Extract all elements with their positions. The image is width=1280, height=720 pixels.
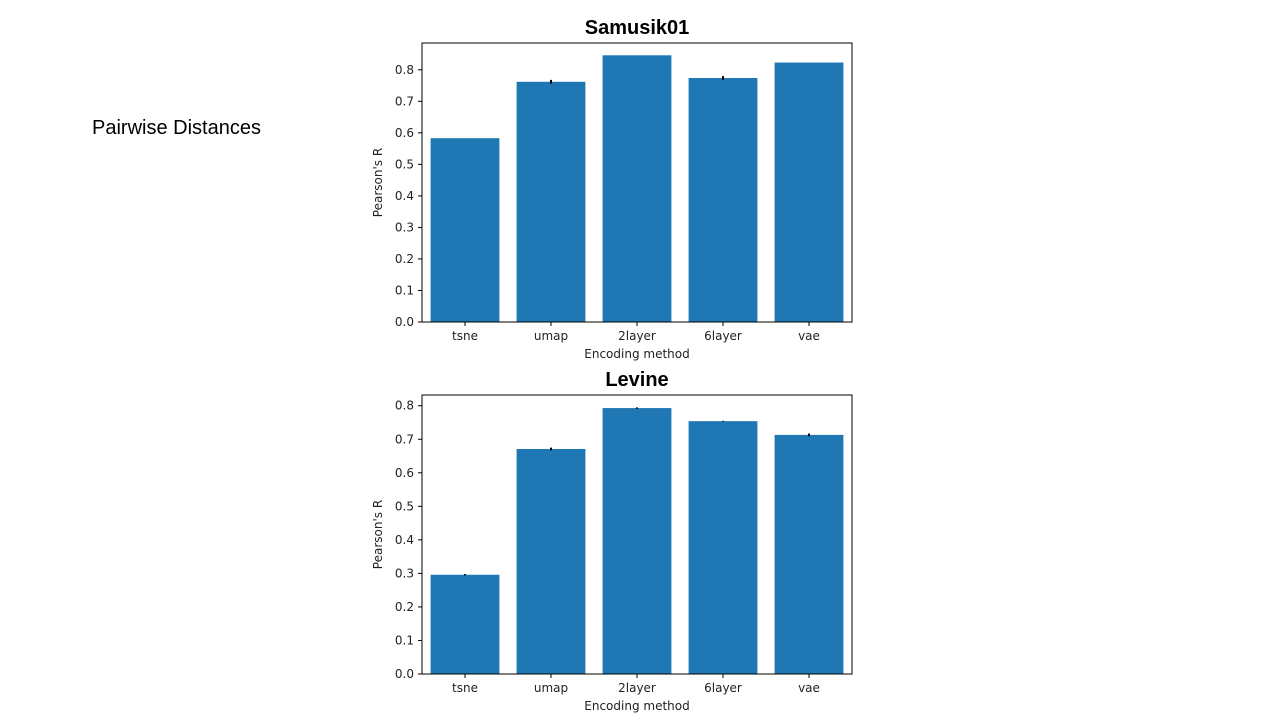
x-tick-label: umap xyxy=(534,329,568,343)
y-tick-label: 0.2 xyxy=(395,600,414,614)
slide-side-label: Pairwise Distances xyxy=(92,117,261,139)
bar-umap xyxy=(516,81,586,322)
y-tick-label: 0.5 xyxy=(395,499,414,513)
y-axis-label: Pearson's R xyxy=(371,148,385,217)
bar-2layer xyxy=(602,408,672,674)
x-tick-label: tsne xyxy=(452,681,478,695)
y-tick-label: 0.8 xyxy=(395,399,414,413)
y-tick-label: 0.6 xyxy=(395,466,414,480)
x-tick-label: vae xyxy=(798,681,820,695)
y-tick-label: 0.0 xyxy=(395,315,414,329)
y-tick-label: 0.4 xyxy=(395,533,414,547)
x-tick-label: 6layer xyxy=(704,329,742,343)
y-tick-label: 0.8 xyxy=(395,63,414,77)
bar-tsne xyxy=(430,138,500,322)
bar-umap xyxy=(516,448,586,674)
bar-tsne xyxy=(430,574,500,674)
chart-title: Samusik01 xyxy=(585,17,690,39)
x-tick-label: 6layer xyxy=(704,681,742,695)
y-tick-label: 0.3 xyxy=(395,220,414,234)
bar-6layer xyxy=(688,77,758,322)
y-tick-label: 0.4 xyxy=(395,189,414,203)
y-axis-label: Pearson's R xyxy=(371,500,385,569)
bar-6layer xyxy=(688,421,758,674)
bar-vae xyxy=(774,62,844,322)
y-tick-label: 0.3 xyxy=(395,566,414,580)
x-tick-label: 2layer xyxy=(618,681,656,695)
x-axis-label: Encoding method xyxy=(584,699,689,713)
y-tick-label: 0.1 xyxy=(395,633,414,647)
axes-frame xyxy=(421,394,853,675)
y-tick-label: 0.5 xyxy=(395,157,414,171)
x-tick-label: umap xyxy=(534,681,568,695)
x-tick-label: 2layer xyxy=(618,329,656,343)
y-tick-label: 0.7 xyxy=(395,94,414,108)
bar-2layer xyxy=(602,55,672,322)
x-tick-label: tsne xyxy=(452,329,478,343)
y-tick-label: 0.1 xyxy=(395,283,414,297)
x-tick-label: vae xyxy=(798,329,820,343)
y-tick-label: 0.7 xyxy=(395,432,414,446)
chart-title: Levine xyxy=(605,369,668,391)
x-axis-label: Encoding method xyxy=(584,347,689,361)
y-tick-label: 0.0 xyxy=(395,667,414,681)
y-tick-label: 0.6 xyxy=(395,126,414,140)
axes-frame xyxy=(421,42,853,323)
y-tick-label: 0.2 xyxy=(395,252,414,266)
bar-vae xyxy=(774,434,844,674)
